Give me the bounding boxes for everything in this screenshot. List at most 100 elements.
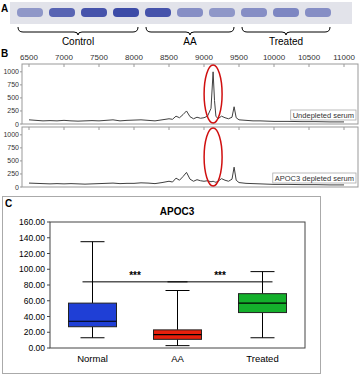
gel-band [49, 8, 75, 17]
category-label: Normal [77, 353, 108, 364]
y-tick-label: 250 [7, 170, 19, 177]
y-tick-label: 120.00 [19, 249, 45, 259]
whisker-cap-high [166, 290, 190, 291]
y-tick-label: 1000 [3, 68, 19, 75]
y-tick-label: 80.00 [24, 280, 46, 290]
group-label: Treated [269, 36, 303, 47]
figure: AControlAATreatedB6500700075008000850090… [0, 0, 362, 375]
series-label-box [291, 110, 356, 120]
y-tick [20, 173, 22, 174]
whisker-cap-low [81, 337, 105, 338]
group-bracket [146, 27, 234, 35]
series-label: APOC3 depleted serum [275, 174, 354, 183]
gel-band [81, 8, 107, 17]
panel-b: B650070007500800085009000950010000105001… [1, 48, 358, 191]
plot-frame [22, 64, 358, 124]
panel-frame [3, 197, 321, 374]
gel-band [145, 8, 171, 17]
x-tick-label: 10500 [298, 53, 321, 62]
category-label: Treated [246, 353, 278, 364]
x-tick [64, 64, 65, 67]
x-tick [309, 127, 310, 130]
panel-letter: B [1, 48, 8, 59]
y-tick-label: 500 [7, 157, 19, 164]
highlight-ellipse [204, 128, 222, 186]
whisker-cap-low [251, 337, 275, 338]
whisker-low [262, 313, 263, 338]
y-tick [20, 84, 22, 85]
y-tick-label: 100.00 [19, 264, 45, 274]
x-tick [309, 64, 310, 67]
y-tick [20, 134, 22, 135]
gel-band [241, 8, 267, 17]
plot-area [69, 242, 287, 346]
y-tick [20, 124, 22, 125]
x-tick [134, 64, 135, 67]
whisker-high [177, 291, 178, 330]
whisker-cap-high [81, 241, 105, 242]
gel-background [10, 2, 352, 24]
panel-letter: C [5, 198, 12, 209]
y-tick [47, 285, 50, 286]
y-tick-label: 0.00 [28, 343, 45, 353]
y-tick [47, 222, 50, 223]
series-label-box [273, 173, 356, 183]
x-tick [274, 127, 275, 130]
x-tick-label: 11000 [333, 53, 355, 62]
y-tick [47, 253, 50, 254]
y-tick [47, 316, 50, 317]
x-tick-label: 9500 [230, 53, 248, 62]
panel-letter: A [1, 3, 8, 14]
whisker-low [92, 327, 93, 338]
y-tick [20, 160, 22, 161]
y-tick-label: 500 [7, 94, 19, 101]
x-tick [169, 64, 170, 67]
x-tick [204, 127, 205, 130]
box [154, 330, 202, 339]
y-tick [47, 348, 50, 349]
y-tick-label: 140.00 [19, 233, 45, 243]
x-tick [134, 127, 135, 130]
highlight-ellipse [204, 65, 222, 123]
x-tick [64, 127, 65, 130]
significance-label: *** [129, 270, 141, 281]
x-tick [99, 127, 100, 130]
group-bracket [242, 27, 330, 35]
y-tick [47, 269, 50, 270]
x-tick-label: 9000 [195, 53, 213, 62]
y-tick [20, 147, 22, 148]
y-tick [47, 332, 50, 333]
plot-frame [50, 222, 305, 348]
y-tick-label: 0 [15, 121, 19, 128]
y-tick-label: 20.00 [24, 327, 46, 337]
gel-band [17, 8, 43, 17]
whisker-high [92, 242, 93, 303]
x-tick-label: 7500 [90, 53, 108, 62]
y-tick-label: 40.00 [24, 312, 46, 322]
gel-band [177, 8, 203, 17]
x-tick-label: 8000 [125, 53, 143, 62]
gel-band [209, 8, 235, 17]
x-tick-label: 8500 [160, 53, 178, 62]
group-label: AA [183, 36, 197, 47]
whisker-cap-high [251, 271, 275, 272]
y-tick-label: 250 [7, 107, 19, 114]
y-tick-label: 0 [15, 184, 19, 191]
y-tick-label: 750 [7, 144, 19, 151]
x-tick-label: 10000 [263, 53, 286, 62]
x-tick [239, 64, 240, 67]
whisker-high [262, 272, 263, 294]
y-tick [20, 110, 22, 111]
box [69, 303, 117, 327]
y-tick [20, 71, 22, 72]
gel-band [305, 8, 331, 17]
group-label: Control [62, 36, 94, 47]
significance-label: *** [214, 270, 226, 281]
x-tick [99, 64, 100, 67]
chart-title: APOC3 [160, 206, 195, 217]
y-tick [47, 300, 50, 301]
box [239, 294, 287, 313]
whisker-low [177, 339, 178, 345]
x-tick [169, 127, 170, 130]
whisker-cap-low [166, 345, 190, 346]
